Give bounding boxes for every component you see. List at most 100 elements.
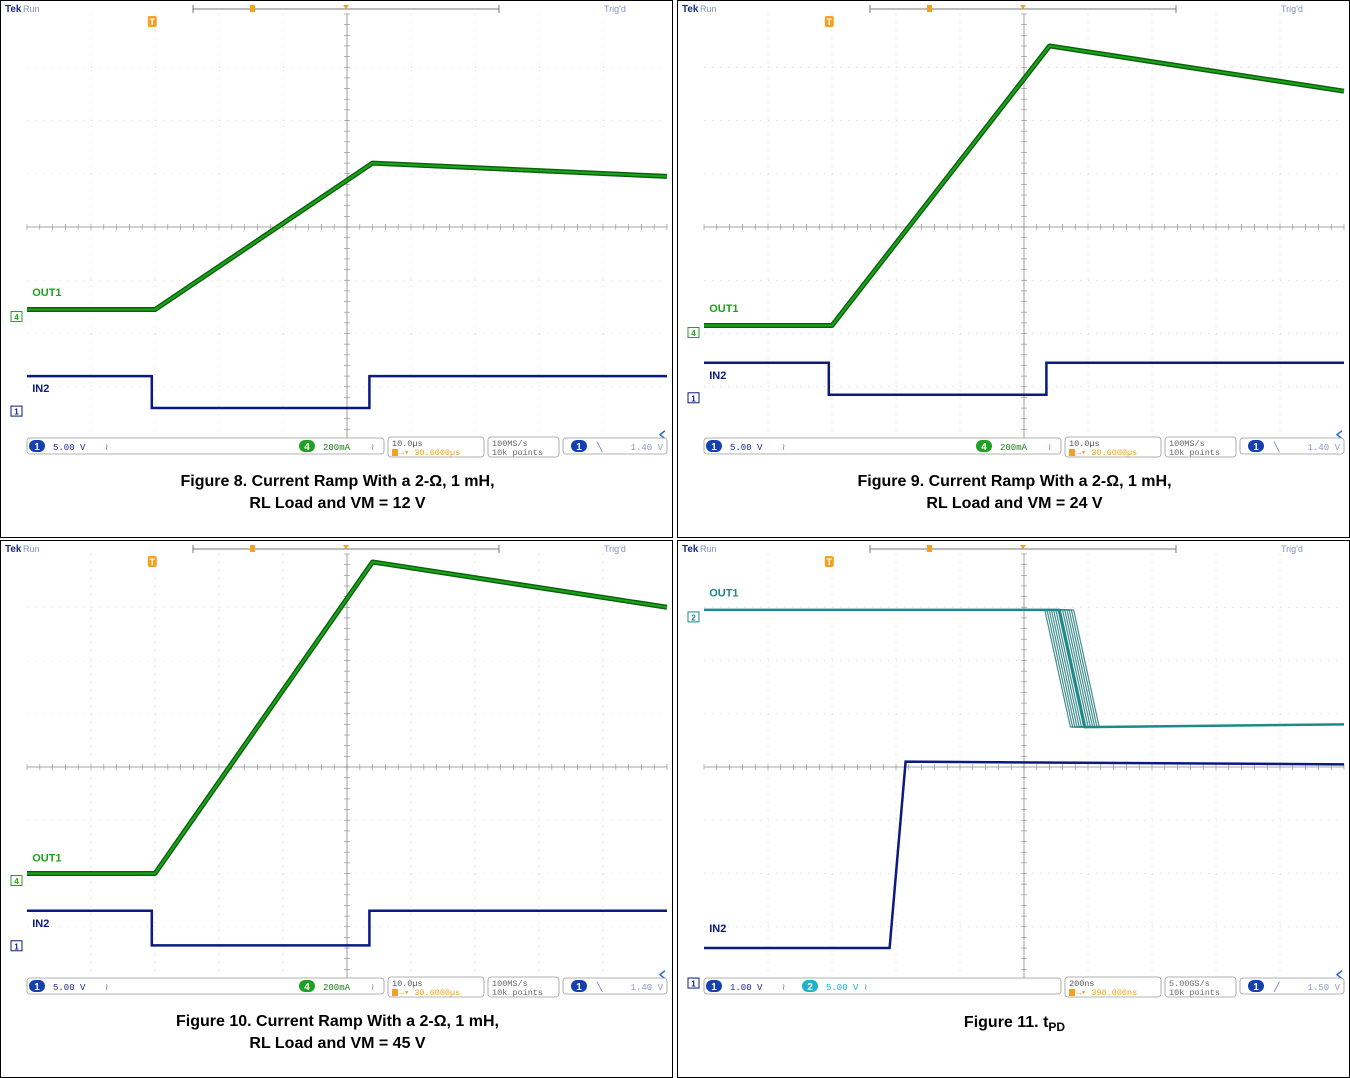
svg-text:1: 1 — [34, 982, 40, 993]
trigger-delay: →▾ 398.000ns — [1076, 988, 1137, 998]
ch1-scale: 5.00 V — [53, 983, 86, 993]
ch1-badge: 1 — [706, 440, 722, 453]
trig-state: Trig'd — [1281, 4, 1303, 14]
caption-line-1: Figure 9. Current Ramp With a 2-Ω, 1 mH, — [857, 473, 1172, 490]
trace-out1 — [704, 43, 1345, 329]
run-state: Run — [700, 4, 717, 14]
channel-marker-1: 1 — [687, 392, 700, 404]
trigger-source-badge: 1 — [571, 440, 587, 453]
trigger-level-icon — [1335, 430, 1343, 440]
channel-marker-4: 4 — [10, 311, 23, 323]
falling-edge-icon: ╲ — [596, 441, 603, 453]
ch2-scale: 200mA — [323, 443, 351, 453]
bw-limit-icon: ≀ — [1048, 442, 1051, 452]
trace-label-out1: OUT1 — [32, 287, 61, 299]
trace-label-in2: IN2 — [709, 370, 726, 382]
svg-text:T: T — [150, 17, 156, 27]
graticule — [703, 13, 1345, 441]
time-scale: 10.0µs — [392, 439, 423, 449]
svg-text:4: 4 — [14, 877, 19, 886]
svg-text:1: 1 — [34, 442, 40, 453]
trigger-marker-icon: T — [824, 16, 834, 27]
channel-marker-1: 1 — [687, 977, 700, 989]
trigger-position-icon — [1020, 545, 1026, 549]
rising-edge-icon: ╱ — [1273, 981, 1280, 993]
svg-text:1: 1 — [14, 942, 19, 951]
trigger-level: 1.40 V — [631, 983, 664, 993]
caption-line-2: RL Load and VM = 12 V — [249, 495, 426, 512]
record-length: 10k points — [1169, 988, 1220, 998]
trig-state: Trig'd — [1281, 544, 1303, 554]
svg-text:4: 4 — [304, 442, 310, 453]
caption-line-1: Figure 11. t — [963, 1014, 1049, 1031]
scope-figure-4: Tek Run Trig'd T 2 1 OUT1 IN2 1 1.00 V ≀ 2 5.00 V ≀ 20… — [677, 540, 1350, 1078]
trigger-position-icon — [1020, 5, 1026, 9]
ch2-badge: 4 — [299, 980, 315, 993]
bw-limit-icon: ≀ — [864, 982, 867, 992]
figure-caption: Figure 8. Current Ramp With a 2-Ω, 1 mH,… — [1, 471, 674, 515]
trigger-level: 1.40 V — [631, 443, 664, 453]
time-scale: 200ns — [1069, 979, 1095, 989]
svg-text:1: 1 — [691, 980, 696, 989]
svg-text:T: T — [150, 557, 156, 567]
figure-caption: Figure 9. Current Ramp With a 2-Ω, 1 mH,… — [678, 471, 1350, 515]
trace-in2 — [704, 760, 1345, 950]
trace-out1 — [27, 559, 668, 876]
trig-state: Trig'd — [604, 4, 626, 14]
svg-text:1: 1 — [14, 408, 19, 417]
caption-line-1: Figure 8. Current Ramp With a 2-Ω, 1 mH, — [180, 473, 495, 490]
svg-text:2: 2 — [691, 613, 696, 622]
bw-limit-icon: ≀ — [782, 982, 785, 992]
trigger-level-icon — [1335, 970, 1343, 980]
caption-line-2: RL Load and VM = 24 V — [926, 495, 1103, 512]
run-state: Run — [23, 544, 40, 554]
svg-text:1: 1 — [576, 982, 582, 993]
svg-text:4: 4 — [691, 329, 696, 338]
trace-in2 — [27, 909, 667, 947]
caption-subscript: PD — [1048, 1020, 1066, 1034]
record-length: 10k points — [492, 448, 543, 458]
ch2-scale: 5.00 V — [826, 983, 859, 993]
sample-rate: 100MS/s — [492, 439, 528, 449]
trigger-position-icon — [343, 5, 349, 9]
trigger-source-badge: 1 — [571, 980, 587, 993]
scope-figure-2: Tek Run Trig'd T 4 1 OUT1 IN2 1 5.00 V ≀ 4 200mA ≀ 10.… — [677, 0, 1350, 538]
channel-marker-1: 1 — [10, 405, 23, 417]
scope-screen: Tek Run Trig'd T 4 1 OUT1 IN2 1 5.00 V ≀ 4 200mA ≀ 10.… — [682, 4, 1345, 458]
svg-text:T: T — [827, 17, 833, 27]
svg-text:4: 4 — [981, 442, 987, 453]
trace-out1 — [27, 160, 668, 313]
ch2-badge: 4 — [976, 440, 992, 453]
trigger-marker-icon: T — [147, 16, 157, 27]
svg-text:1: 1 — [691, 394, 696, 403]
bw-limit-icon: ≀ — [371, 982, 374, 992]
trigger-marker-icon: T — [147, 556, 157, 567]
figure-caption: Figure 10. Current Ramp With a 2-Ω, 1 mH… — [1, 1011, 674, 1055]
falling-edge-icon: ╲ — [596, 981, 603, 993]
time-scale: 10.0µs — [1069, 439, 1100, 449]
channel-marker-1: 1 — [10, 940, 23, 951]
trace-label-out1: OUT1 — [709, 303, 738, 315]
scope-screen: Tek Run Trig'd T 4 1 OUT1 IN2 1 5.00 V ≀ 4 200mA ≀ 10.… — [5, 4, 668, 458]
trigger-marker-icon: T — [824, 556, 834, 567]
trace-label-out1: OUT1 — [32, 852, 61, 864]
tek-brand: Tek — [5, 4, 22, 15]
trigger-level-icon — [658, 430, 666, 440]
svg-text:2: 2 — [807, 982, 813, 993]
tek-brand: Tek — [682, 544, 699, 555]
bw-limit-icon: ≀ — [782, 442, 785, 452]
channel-marker-4: 4 — [687, 327, 700, 339]
graticule — [26, 553, 668, 981]
time-scale: 10.0µs — [392, 979, 423, 989]
trace-in2 — [704, 361, 1344, 396]
scope-screen: Tek Run Trig'd T 2 1 OUT1 IN2 1 1.00 V ≀ 2 5.00 V ≀ 20… — [682, 544, 1345, 998]
trace-label-in2: IN2 — [32, 918, 49, 930]
run-state: Run — [700, 544, 717, 554]
svg-text:1: 1 — [711, 442, 717, 453]
tek-brand: Tek — [5, 544, 22, 555]
ch2-scale: 200mA — [1000, 443, 1028, 453]
record-length: 10k points — [492, 988, 543, 998]
svg-text:1: 1 — [1253, 982, 1259, 993]
figure-caption: Figure 11. tPD — [678, 1012, 1350, 1038]
